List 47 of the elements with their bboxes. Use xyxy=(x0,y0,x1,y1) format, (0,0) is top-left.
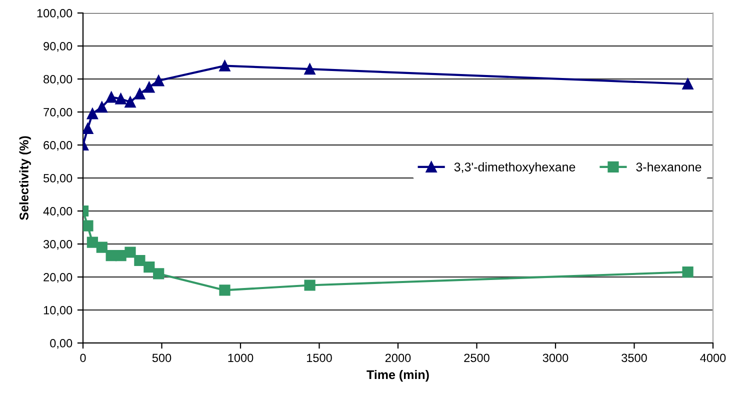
point xyxy=(83,220,94,232)
point xyxy=(86,236,98,248)
y-tick-label: 20,00 xyxy=(44,273,72,283)
point xyxy=(115,93,126,104)
point xyxy=(134,254,146,266)
point xyxy=(115,250,126,262)
y-axis-title: Selectivity (%) xyxy=(19,136,31,220)
point xyxy=(134,88,146,100)
x-tick-label: 2500 xyxy=(464,354,490,362)
point xyxy=(96,101,108,113)
point xyxy=(83,122,94,134)
x-tick-label: 4000 xyxy=(700,354,726,362)
point xyxy=(304,280,316,291)
legend-label: 3,3'-dimethoxyhexane xyxy=(454,162,576,174)
point xyxy=(304,64,316,75)
y-tick-label: 80,00 xyxy=(44,75,72,85)
x-tick-label: 3000 xyxy=(542,354,568,362)
point xyxy=(124,246,136,258)
point xyxy=(96,242,108,253)
x-tick-label: 0 xyxy=(80,354,86,362)
point xyxy=(153,268,164,280)
point xyxy=(144,262,155,273)
x-tick-label: 2000 xyxy=(385,354,411,362)
y-tick-label: 30,00 xyxy=(43,240,72,250)
point xyxy=(153,75,164,86)
x-tick-label: 1000 xyxy=(228,354,254,362)
x-tick-label: 3500 xyxy=(622,354,647,362)
y-tick-label: 100,00 xyxy=(37,9,72,19)
point xyxy=(682,78,694,90)
point xyxy=(106,92,117,103)
y-tick-label: 50,00 xyxy=(44,174,72,184)
point xyxy=(682,266,694,278)
point xyxy=(219,284,230,296)
y-tick-label: 40,00 xyxy=(43,207,72,217)
x-tick-label: 1500 xyxy=(307,354,332,362)
y-tick-label: 60,00 xyxy=(44,141,72,151)
x-axis-title: Time (min) xyxy=(366,370,429,382)
legend-label: 3-hexanone xyxy=(636,162,702,172)
x-tick-label: 500 xyxy=(152,354,172,362)
y-tick-label: 70,00 xyxy=(44,108,72,118)
point xyxy=(124,96,136,108)
point xyxy=(144,82,155,93)
y-tick-label: 0,00 xyxy=(50,339,72,349)
y-tick-label: 90,00 xyxy=(44,42,72,52)
point xyxy=(86,108,98,120)
y-tick-label: 10,00 xyxy=(44,306,72,316)
point xyxy=(219,60,230,72)
